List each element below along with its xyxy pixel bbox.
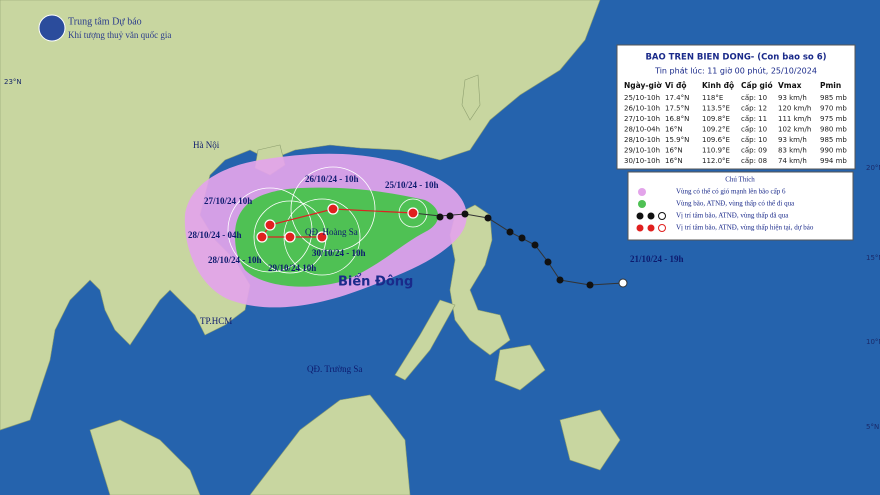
table-cell: 970 mb	[820, 105, 847, 113]
sea-label: Biển Đông	[338, 274, 413, 290]
legend-swatch	[638, 200, 646, 208]
table-cell: cấp: 11	[741, 115, 767, 123]
table-cell: cấp: 09	[741, 147, 767, 155]
table-cell: 109.8°E	[702, 115, 730, 123]
table-header: Kinh độ	[702, 81, 734, 90]
place-label: Hà Nội	[193, 140, 220, 150]
table-cell: 113.5°E	[702, 105, 730, 113]
table-cell: 15.9°N	[665, 136, 689, 144]
info-box	[616, 44, 856, 170]
info-issued: Tin phát lúc: 11 giờ 00 phút, 25/10/2024	[654, 66, 817, 76]
table-cell: 109.6°E	[702, 136, 730, 144]
past-positions	[436, 210, 594, 289]
track-label: 25/10/24 - 10h	[385, 180, 439, 190]
table-cell: 111 km/h	[778, 115, 811, 123]
lat-label: 10°N	[866, 338, 880, 346]
table-cell: 30/10-10h	[624, 157, 660, 165]
table-cell: 28/10-10h	[624, 136, 660, 144]
lat-label: 5°N	[866, 423, 879, 431]
legend-item: Vùng có thể có gió mạnh lên bão cấp 6	[676, 188, 786, 196]
table-cell: cấp: 12	[741, 105, 767, 113]
track-label: 30/10/24 - 10h	[312, 248, 366, 258]
info-table: Ngày-giờ Vĩ độ Kinh độ Cấp gió Vmax Pmin 25/10…	[624, 81, 847, 165]
table-cell: 994 mb	[820, 157, 847, 165]
table-cell: cấp: 10	[741, 136, 767, 144]
table-cell: 110.9°E	[702, 147, 730, 155]
legend-swatch	[638, 188, 646, 196]
lat-label: 15°N	[866, 254, 880, 262]
table-cell: 25/10-10h	[624, 94, 660, 102]
table-cell: 17.5°N	[665, 105, 689, 113]
table-cell: 17.4°N	[665, 94, 689, 102]
legend-swatch	[636, 212, 666, 220]
lat-label: 23°N	[4, 78, 22, 86]
legend-item: Vị trí tâm bão, ATNĐ, vùng thấp hiện tại…	[676, 224, 814, 232]
storm-zone	[235, 187, 439, 287]
table-cell: 102 km/h	[778, 126, 811, 134]
table-cell: 985 mb	[820, 136, 847, 144]
table-cell: 16°N	[665, 126, 683, 134]
legend-swatch	[636, 224, 666, 232]
legend-title: Chú Thích	[725, 176, 755, 184]
header-sub: Khí tượng thuỷ văn quốc gia	[68, 30, 171, 40]
table-cell: 26/10-10h	[624, 105, 660, 113]
place-label: TP.HCM	[200, 316, 232, 326]
land	[0, 0, 621, 495]
track-label: 26/10/24 - 10h	[305, 174, 359, 184]
track-label: 28/10/24 - 10h	[208, 255, 262, 265]
place-label: QĐ. Hoàng Sa	[305, 227, 358, 237]
track-label: 27/10/24 10h	[204, 196, 252, 206]
forecast-positions	[256, 203, 419, 243]
table-cell: 120 km/h	[778, 105, 811, 113]
table-header: Pmin	[820, 81, 841, 90]
info-title: BAO TREN BIEN DONG- (Con bao so 6)	[645, 53, 826, 63]
table-cell: 29/10-10h	[624, 147, 660, 155]
table-cell: 74 km/h	[778, 157, 807, 165]
table-cell: 16°N	[665, 147, 683, 155]
table-cell: 990 mb	[820, 147, 847, 155]
track-label: 28/10/24 - 04h	[188, 230, 242, 240]
table-header: Vmax	[778, 81, 802, 90]
table-cell: 83 km/h	[778, 147, 807, 155]
table-cell: cấp: 10	[741, 94, 767, 102]
table-cell: 112.0°E	[702, 157, 730, 165]
table-cell: 109.2°E	[702, 126, 730, 134]
table-header: Ngày-giờ	[624, 81, 662, 90]
table-cell: cấp: 10	[741, 126, 767, 134]
table-cell: 975 mb	[820, 115, 847, 123]
table-cell: 16°N	[665, 157, 683, 165]
header-org: Trung tâm Dự báo	[68, 16, 142, 27]
table-cell: 118°E	[702, 94, 723, 102]
table-cell: 93 km/h	[778, 94, 807, 102]
table-cell: cấp: 08	[741, 157, 767, 165]
legend-item: Vị trí tâm bão, ATNĐ, vùng thấp đã qua	[676, 212, 789, 220]
table-header: Cấp gió	[741, 81, 773, 90]
legend-item: Vùng bão, ATNĐ, vùng thấp có thể đi qua	[676, 200, 795, 208]
track-label: 21/10/24 - 19h	[630, 254, 684, 264]
lat-label: 20°N	[866, 164, 880, 172]
table-cell: 980 mb	[820, 126, 847, 134]
table-cell: 985 mb	[820, 94, 847, 102]
start-position	[618, 278, 628, 288]
table-cell: 16.8°N	[665, 115, 689, 123]
table-cell: 93 km/h	[778, 136, 807, 144]
logo	[38, 14, 66, 42]
table-cell: 28/10-04h	[624, 126, 660, 134]
table-cell: 27/10-10h	[624, 115, 660, 123]
place-label: QĐ. Trường Sa	[307, 364, 362, 374]
track-label: 29/10/24 10h	[268, 263, 316, 273]
table-header: Vĩ độ	[665, 81, 687, 90]
